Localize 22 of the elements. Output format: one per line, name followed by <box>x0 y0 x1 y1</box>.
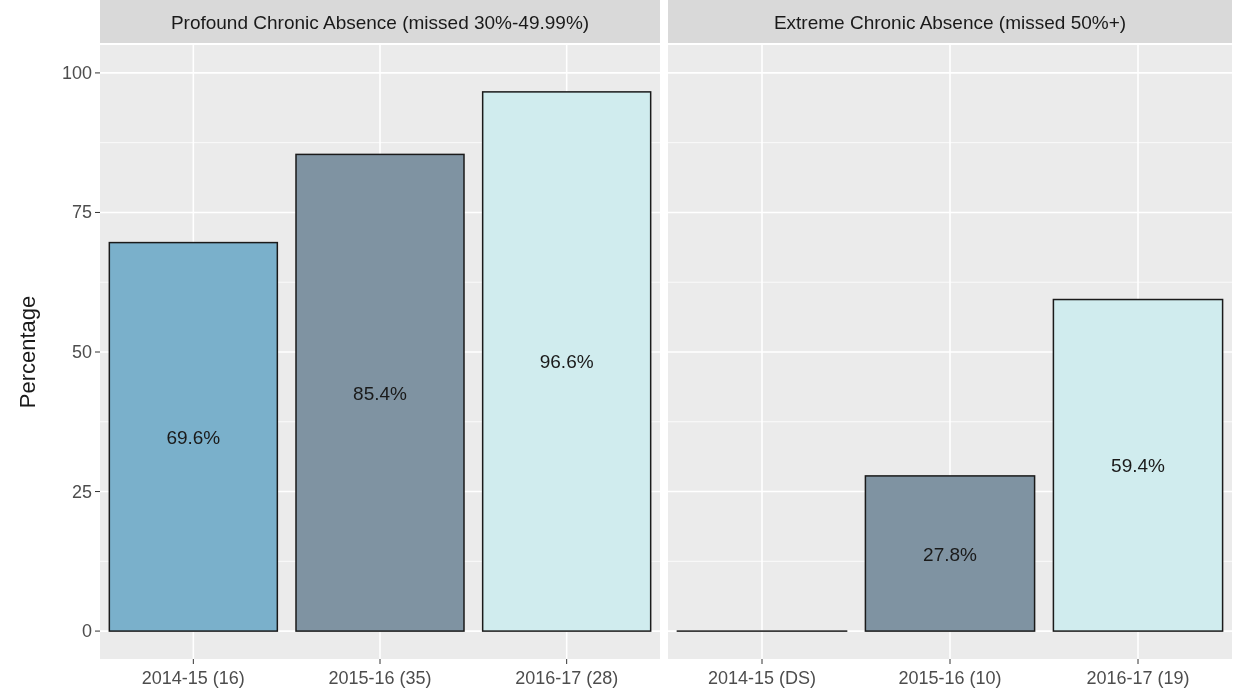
data-label: 69.6% <box>166 426 221 448</box>
y-tick-label: 75 <box>71 202 92 223</box>
x-tick-label: 2016-17 (28) <box>515 668 619 688</box>
y-tick-label: 0 <box>81 621 92 642</box>
bar <box>108 241 279 632</box>
y-tick-label: 25 <box>71 481 92 502</box>
x-tick-label: 2014-15 (DS) <box>707 668 817 688</box>
data-label: 27.8% <box>923 543 978 565</box>
y-tick-label: 100 <box>61 62 92 83</box>
data-label: 96.6% <box>539 351 594 373</box>
x-tick-label: 2014-15 (16) <box>141 668 245 688</box>
x-tick-label: 2016-17 (19) <box>1086 668 1190 688</box>
chart-title: Extreme Chronic Absence (missed 50%+) <box>773 11 1127 33</box>
y-tick-label: 50 <box>71 342 92 362</box>
bar <box>295 153 465 632</box>
data-label: 59.4% <box>1111 455 1166 477</box>
chart-title: Profound Chronic Absence (missed 30%-49.99%) <box>170 11 590 33</box>
bar <box>481 91 652 632</box>
y-axis-title: Percentage <box>15 295 40 409</box>
data-label: 85.4% <box>353 382 408 404</box>
x-tick-label: 2015-16 (35) <box>328 668 432 688</box>
x-tick-label: 2015-16 (10) <box>898 668 1002 688</box>
